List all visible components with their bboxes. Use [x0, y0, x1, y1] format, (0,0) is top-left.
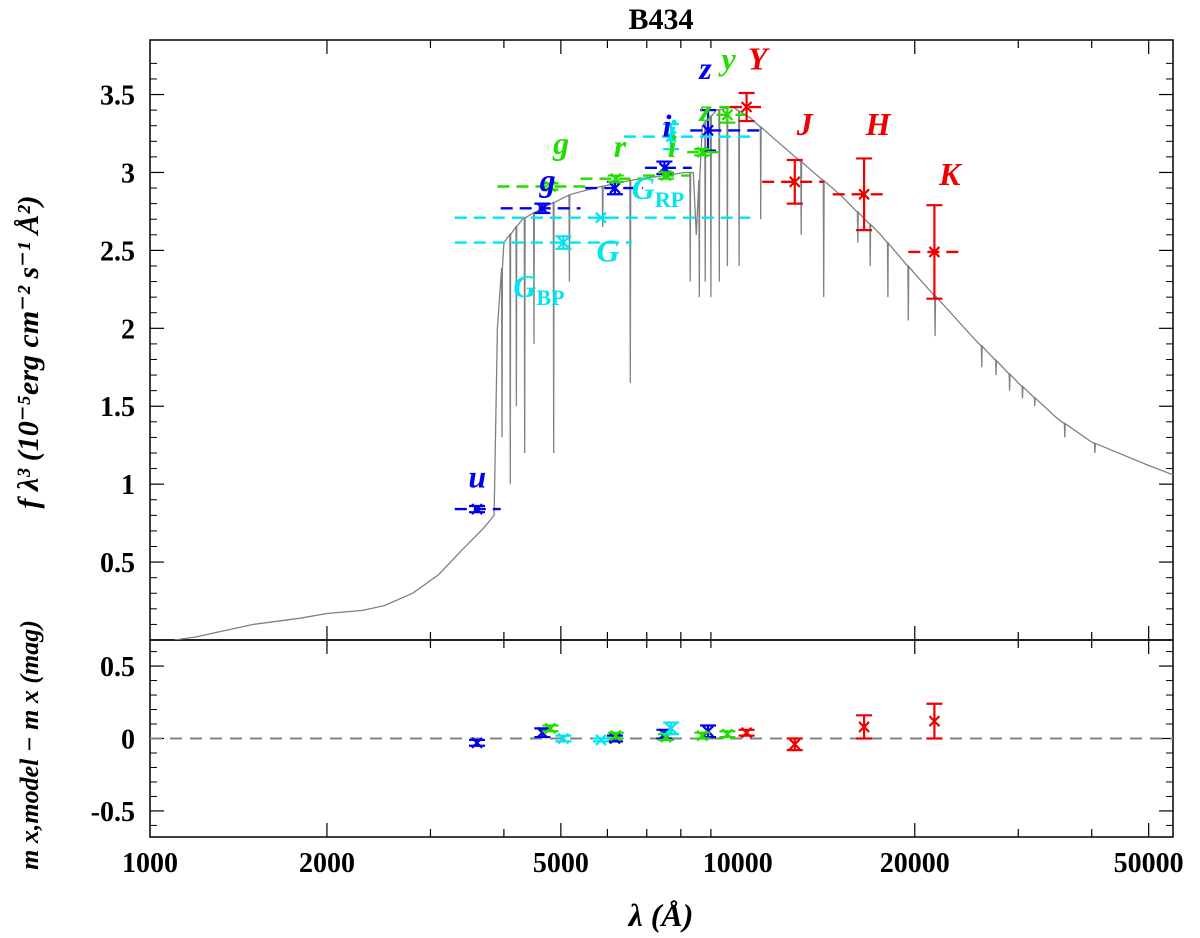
filter-label: i	[668, 112, 677, 148]
filter-label: u	[468, 458, 486, 494]
x-tick-label: 5000	[533, 848, 589, 879]
residual-point-marker	[928, 715, 941, 727]
filter-label: g	[552, 125, 569, 161]
residual-point-marker	[544, 722, 557, 735]
data-point-marker	[536, 202, 549, 215]
residual-point-marker	[536, 726, 549, 739]
filter-label: K	[938, 156, 963, 192]
top-y-tick-labels: 0.5 1 1.5 2 2.5 3 3.5	[100, 81, 135, 580]
filter-label: g	[539, 162, 556, 198]
residual-point-marker	[609, 729, 622, 742]
residual-point-marker	[665, 722, 677, 735]
x-tick-label: 20000	[880, 848, 950, 879]
data-point-marker	[858, 188, 870, 201]
data-point-marker	[702, 124, 714, 137]
residual-points	[468, 702, 943, 752]
residual-point-marker	[471, 737, 483, 749]
x-tick-label: 1000	[122, 848, 178, 879]
x-tick-label: 2000	[299, 848, 355, 879]
filter-label: J	[796, 106, 814, 142]
filter-label: Y	[748, 41, 770, 77]
x-tick-label: 50000	[1114, 848, 1184, 879]
bottom-y-tick-label: -0.5	[91, 797, 135, 828]
chart-title: B434	[628, 3, 693, 36]
bottom-axis-ticks	[150, 640, 1173, 837]
top-y-tick-label: 2.5	[100, 236, 135, 267]
bottom-y-axis-label: m x,model − m x (mag)	[15, 620, 44, 870]
data-point-marker	[544, 180, 557, 193]
x-tick-label: 10000	[703, 848, 773, 879]
filter-label: H	[865, 106, 892, 142]
filter-label: r	[614, 128, 627, 164]
data-point-marker	[660, 169, 672, 182]
data-point-marker	[471, 503, 483, 515]
residual-point-marker	[858, 721, 870, 733]
data-point-marker	[609, 182, 621, 194]
data-point-marker	[609, 172, 622, 185]
filter-label: i	[663, 108, 672, 144]
data-point-marker	[740, 101, 753, 113]
data-point-marker	[788, 176, 801, 188]
top-y-tick-label: 1.5	[100, 392, 135, 423]
bottom-y-tick-label: 0.5	[100, 652, 135, 683]
top-y-tick-label: 0.5	[100, 548, 135, 579]
data-point-marker	[665, 130, 677, 143]
residual-point-marker	[740, 726, 753, 739]
x-tick-labels: 1000 2000 5000 10000 20000 50000	[122, 848, 1184, 879]
filter-label-subscript: BP	[536, 285, 564, 310]
residual-point-marker	[721, 728, 734, 740]
top-axis-ticks	[150, 40, 1173, 640]
residual-point-marker	[788, 738, 801, 751]
filter-label: G	[597, 232, 620, 268]
bottom-y-tick-label: 0	[121, 725, 135, 756]
model-spectrum-line	[174, 106, 1173, 640]
top-y-axis-label: f λ³ (10⁻⁵erg cm⁻² s⁻¹ Å²)	[12, 195, 45, 508]
bottom-y-tick-labels: -0.5 0 0.5	[91, 652, 135, 828]
top-panel-frame	[149, 39, 1174, 641]
data-point-marker	[928, 246, 941, 258]
filter-label: i	[668, 128, 677, 164]
residual-point-marker	[595, 734, 607, 746]
data-point-marker	[557, 236, 570, 249]
top-y-tick-label: 3.5	[100, 81, 135, 112]
filter-label: z	[698, 50, 712, 86]
filter-label: GBP	[513, 268, 564, 310]
top-y-tick-label: 2	[121, 314, 135, 345]
top-y-tick-label: 1	[121, 470, 135, 501]
filter-label-subscript: RP	[655, 187, 684, 212]
filter-label: z	[698, 92, 712, 128]
data-point-marker	[696, 146, 709, 158]
filter-label: y	[717, 41, 736, 77]
residual-point-marker	[557, 732, 570, 745]
top-data-points	[454, 91, 961, 515]
data-point-marker	[721, 109, 734, 121]
data-point-marker	[595, 211, 607, 224]
x-axis-label: λ (Å)	[627, 897, 694, 933]
top-y-tick-label: 3	[121, 158, 135, 189]
residual-point-marker	[696, 729, 709, 742]
